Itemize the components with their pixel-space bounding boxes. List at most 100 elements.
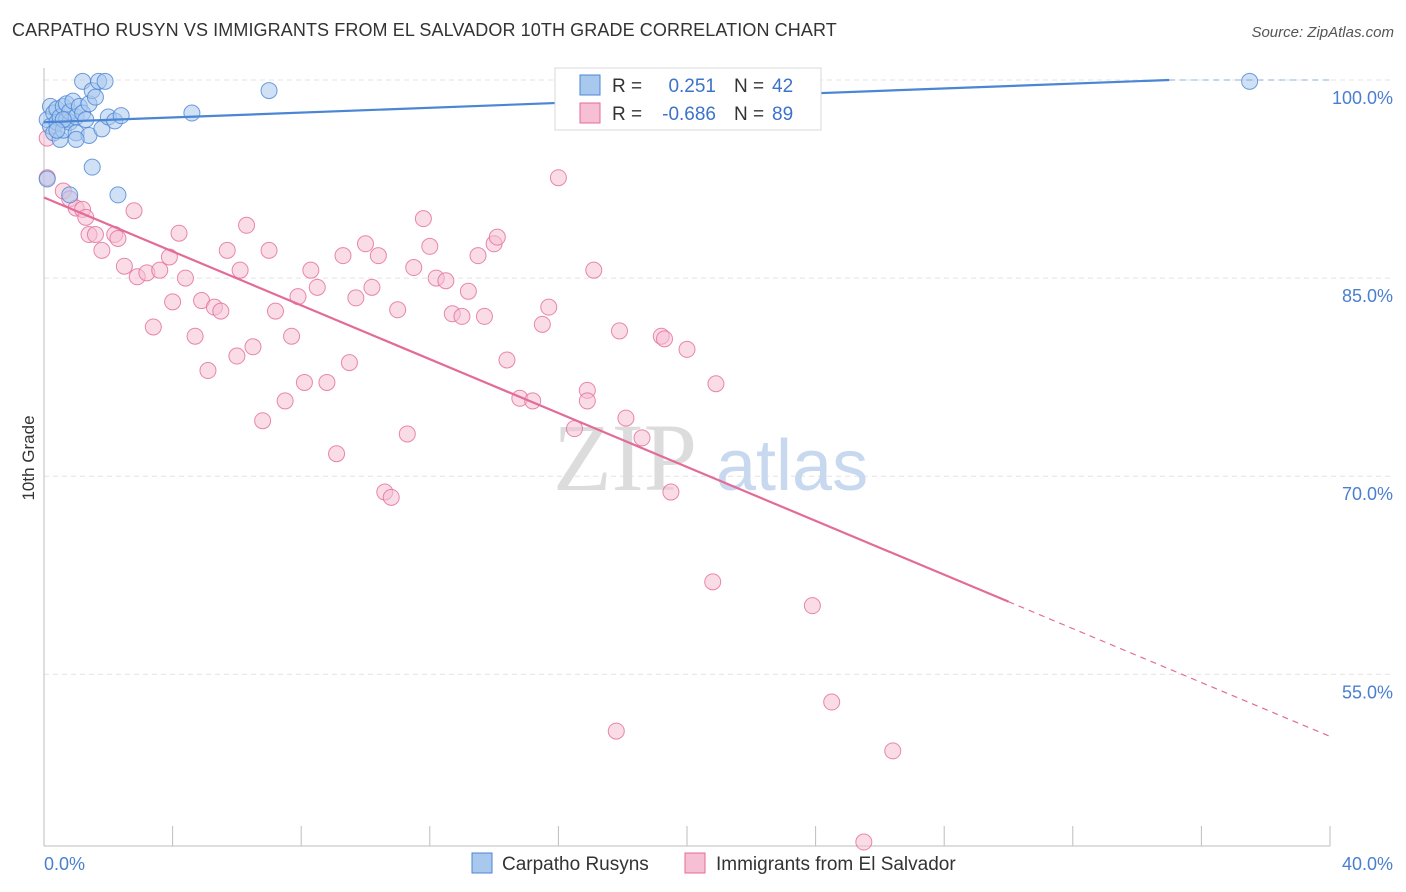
el-salvador-point-60 xyxy=(459,282,477,300)
el-salvador-point-39 xyxy=(302,261,320,279)
el-salvador-point-36 xyxy=(283,327,301,345)
el-salvador-point-27 xyxy=(218,241,236,259)
el-salvador-point-29 xyxy=(231,261,249,279)
series-immigrants-el-salvador xyxy=(38,129,902,851)
x-tick-labels: 0.0% 40.0% xyxy=(44,854,1393,874)
el-salvador-point-41 xyxy=(318,373,336,391)
el-salvador-point-17 xyxy=(151,261,169,279)
el-salvador-point-70 xyxy=(549,169,567,187)
el-salvador-point-57 xyxy=(437,272,455,290)
x-tick-label-1: 40.0% xyxy=(1342,854,1393,874)
carpatho-rusyn-point-35 xyxy=(260,82,278,100)
el-salvador-point-74 xyxy=(585,261,603,279)
y-tick-label-1: 85.0% xyxy=(1342,286,1393,306)
el-salvador-point-13 xyxy=(125,202,143,220)
el-salvador-point-82 xyxy=(678,340,696,358)
y-tick-label-2: 70.0% xyxy=(1342,484,1393,504)
pink-r-label: R = xyxy=(612,104,642,125)
trend-line-el-salvador xyxy=(43,196,1009,603)
pink-r-value: -0.686 xyxy=(662,104,716,125)
trend-line-el-salvador-dashed xyxy=(1008,601,1331,737)
el-salvador-point-84 xyxy=(707,375,725,393)
el-salvador-point-16 xyxy=(144,318,162,336)
carpatho-rusyn-point-33 xyxy=(112,107,130,125)
el-salvador-point-62 xyxy=(475,307,493,325)
el-salvador-point-31 xyxy=(244,338,262,356)
blue-r-value: 0.251 xyxy=(668,76,716,97)
pink-n-label: N = xyxy=(734,104,764,125)
el-salvador-point-68 xyxy=(533,315,551,333)
legend: Carpatho Rusyns Immigrants from El Salva… xyxy=(471,852,956,875)
legend-swatch-carpatho-rusyns xyxy=(471,852,493,874)
el-salvador-point-86 xyxy=(823,693,841,711)
carpatho-rusyn-point-32 xyxy=(109,186,127,204)
carpatho-rusyn-point-41 xyxy=(1241,72,1259,90)
carpatho-rusyn-point-36 xyxy=(38,170,56,188)
carpatho-rusyn-point-26 xyxy=(86,88,104,106)
el-salvador-point-80 xyxy=(655,330,673,348)
watermark: ZIP atlas xyxy=(553,404,868,511)
carpatho-rusyn-point-34 xyxy=(183,104,201,122)
el-salvador-point-53 xyxy=(405,259,423,277)
el-salvador-point-61 xyxy=(469,247,487,265)
el-salvador-point-42 xyxy=(328,445,346,463)
y-tick-label-0: 100.0% xyxy=(1332,88,1393,108)
el-salvador-point-88 xyxy=(884,742,902,760)
x-tick-label-0: 0.0% xyxy=(44,854,85,874)
el-salvador-point-73 xyxy=(578,392,596,410)
pink-swatch xyxy=(579,102,601,124)
el-salvador-point-81 xyxy=(662,483,680,501)
el-salvador-point-40 xyxy=(308,278,326,296)
el-salvador-point-11 xyxy=(109,229,127,247)
el-salvador-point-43 xyxy=(334,247,352,265)
legend-label-el-salvador: Immigrants from El Salvador xyxy=(716,854,956,875)
el-salvador-point-85 xyxy=(803,597,821,615)
el-salvador-point-46 xyxy=(357,235,374,253)
watermark-atlas: atlas xyxy=(716,426,868,506)
y-tick-label-3: 55.0% xyxy=(1342,682,1393,702)
el-salvador-point-45 xyxy=(347,289,365,307)
el-salvador-point-55 xyxy=(421,237,439,255)
carpatho-rusyn-point-37 xyxy=(61,186,79,204)
el-salvador-point-69 xyxy=(540,298,558,316)
blue-r-label: R = xyxy=(612,76,642,97)
el-salvador-point-33 xyxy=(260,241,278,259)
stats-box: R = 0.251 N = 42 R = -0.686 N = 89 xyxy=(554,67,822,131)
legend-swatch-el-salvador xyxy=(684,852,706,874)
el-salvador-point-35 xyxy=(276,392,294,410)
el-salvador-point-52 xyxy=(398,425,416,443)
el-salvador-point-65 xyxy=(498,351,516,369)
el-salvador-point-64 xyxy=(488,228,506,246)
el-salvador-point-77 xyxy=(617,409,635,427)
el-salvador-point-21 xyxy=(176,269,194,287)
el-salvador-point-50 xyxy=(382,488,400,506)
legend-label-carpatho-rusyns: Carpatho Rusyns xyxy=(502,854,649,875)
carpatho-rusyn-point-29 xyxy=(96,72,114,90)
el-salvador-point-83 xyxy=(704,573,722,591)
el-salvador-point-75 xyxy=(607,722,625,740)
el-salvador-point-9 xyxy=(93,241,111,259)
blue-n-label: N = xyxy=(734,76,764,97)
el-salvador-point-78 xyxy=(633,429,651,447)
el-salvador-point-22 xyxy=(186,327,204,345)
carpatho-rusyn-point-40 xyxy=(67,130,85,148)
chart-title: CARPATHO RUSYN VS IMMIGRANTS FROM EL SAL… xyxy=(12,20,837,40)
el-salvador-point-54 xyxy=(414,210,432,228)
carpatho-rusyn-point-39 xyxy=(48,121,66,139)
el-salvador-point-30 xyxy=(238,216,256,234)
y-axis-title: 10th Grade xyxy=(19,415,38,500)
el-salvador-point-51 xyxy=(389,301,407,319)
blue-swatch xyxy=(579,74,601,96)
el-salvador-point-87 xyxy=(855,833,873,851)
el-salvador-point-59 xyxy=(453,307,471,325)
el-salvador-point-47 xyxy=(363,278,381,296)
el-salvador-point-34 xyxy=(266,302,284,320)
el-salvador-point-32 xyxy=(254,412,272,430)
el-salvador-point-26 xyxy=(212,302,230,320)
el-salvador-point-38 xyxy=(295,373,313,391)
pink-n-value: 89 xyxy=(772,104,793,125)
source-credit: Source: ZipAtlas.com xyxy=(1251,24,1394,41)
el-salvador-point-44 xyxy=(340,354,358,372)
el-salvador-point-76 xyxy=(610,322,628,340)
el-salvador-point-20 xyxy=(170,224,188,242)
